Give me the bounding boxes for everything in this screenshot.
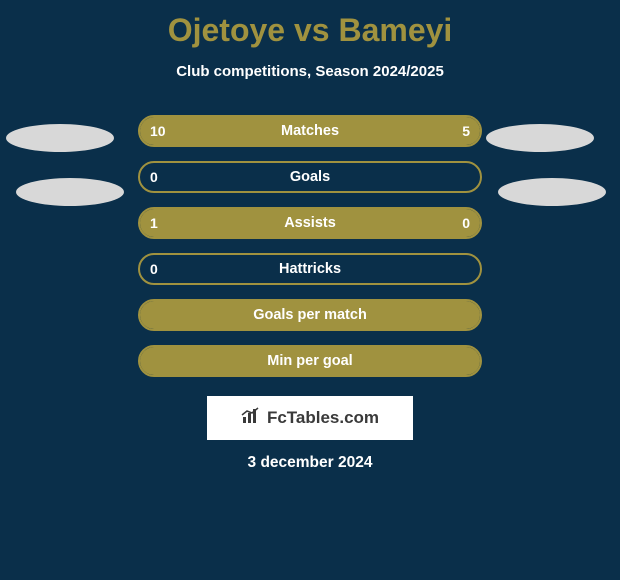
stat-label: Hattricks	[138, 253, 482, 285]
stat-value-left: 10	[150, 115, 166, 147]
stat-row: Matches10 5	[0, 108, 620, 154]
stat-row: Goals per match	[0, 292, 620, 338]
page-title: Ojetoye vs Bameyi	[0, 0, 620, 49]
stat-value-right: 5	[462, 115, 470, 147]
stat-label: Assists	[138, 207, 482, 239]
stats-container: Matches105Goals0Assists10Hattricks0Goals…	[0, 108, 620, 384]
watermark-text: FcTables.com	[267, 408, 379, 428]
page-subtitle: Club competitions, Season 2024/2025	[0, 63, 620, 80]
stat-value-left: 0	[150, 161, 158, 193]
stat-label: Goals per match	[138, 299, 482, 331]
stat-value-left: 1	[150, 207, 158, 239]
stat-row: Assists1 0	[0, 200, 620, 246]
stat-label: Min per goal	[138, 345, 482, 377]
stat-label: Matches	[138, 115, 482, 147]
stat-row: Hattricks0	[0, 246, 620, 292]
stat-value-left: 0	[150, 253, 158, 285]
watermark: FcTables.com	[207, 396, 413, 440]
stat-label: Goals	[138, 161, 482, 193]
stat-row: Min per goal	[0, 338, 620, 384]
stat-value-right: 0	[462, 207, 470, 239]
date-label: 3 december 2024	[0, 454, 620, 472]
stat-row: Goals0	[0, 154, 620, 200]
chart-icon	[241, 407, 263, 430]
